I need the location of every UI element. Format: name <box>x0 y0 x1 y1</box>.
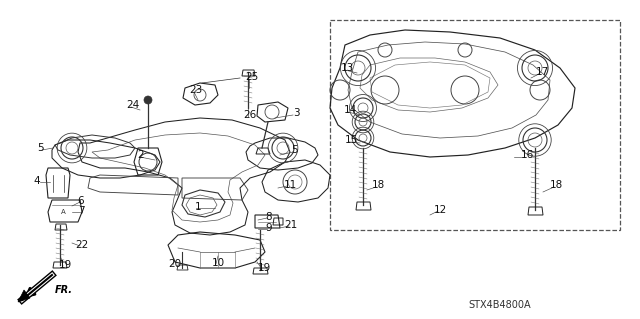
Circle shape <box>144 96 152 104</box>
Text: 19: 19 <box>58 260 72 270</box>
Text: FR.: FR. <box>55 285 73 295</box>
Text: 17: 17 <box>536 67 548 77</box>
Text: 1: 1 <box>195 202 202 212</box>
Text: 12: 12 <box>433 205 447 215</box>
Text: 5: 5 <box>292 145 298 155</box>
Text: 9: 9 <box>266 223 272 233</box>
Text: 15: 15 <box>344 135 358 145</box>
Text: 26: 26 <box>243 110 257 120</box>
Text: 21: 21 <box>284 220 298 230</box>
Text: 23: 23 <box>189 85 203 95</box>
Text: 4: 4 <box>34 176 40 186</box>
Text: 13: 13 <box>340 63 354 73</box>
Text: 2: 2 <box>138 150 144 160</box>
Text: 16: 16 <box>520 150 534 160</box>
Polygon shape <box>18 290 30 302</box>
Text: STX4B4800A: STX4B4800A <box>468 300 531 310</box>
Text: 5: 5 <box>36 143 44 153</box>
Text: 10: 10 <box>211 258 225 268</box>
Text: A: A <box>61 209 65 215</box>
Text: 19: 19 <box>257 263 271 273</box>
Text: 18: 18 <box>371 180 385 190</box>
Text: 25: 25 <box>245 72 259 82</box>
Text: 14: 14 <box>344 105 356 115</box>
Text: 18: 18 <box>549 180 563 190</box>
Text: 8: 8 <box>266 212 272 222</box>
Text: 22: 22 <box>76 240 88 250</box>
Text: 11: 11 <box>284 180 296 190</box>
Text: 24: 24 <box>126 100 140 110</box>
Text: 3: 3 <box>292 108 300 118</box>
Text: 6: 6 <box>77 196 84 206</box>
Bar <box>330 20 620 230</box>
Text: 7: 7 <box>77 206 84 216</box>
Text: 20: 20 <box>168 259 182 269</box>
